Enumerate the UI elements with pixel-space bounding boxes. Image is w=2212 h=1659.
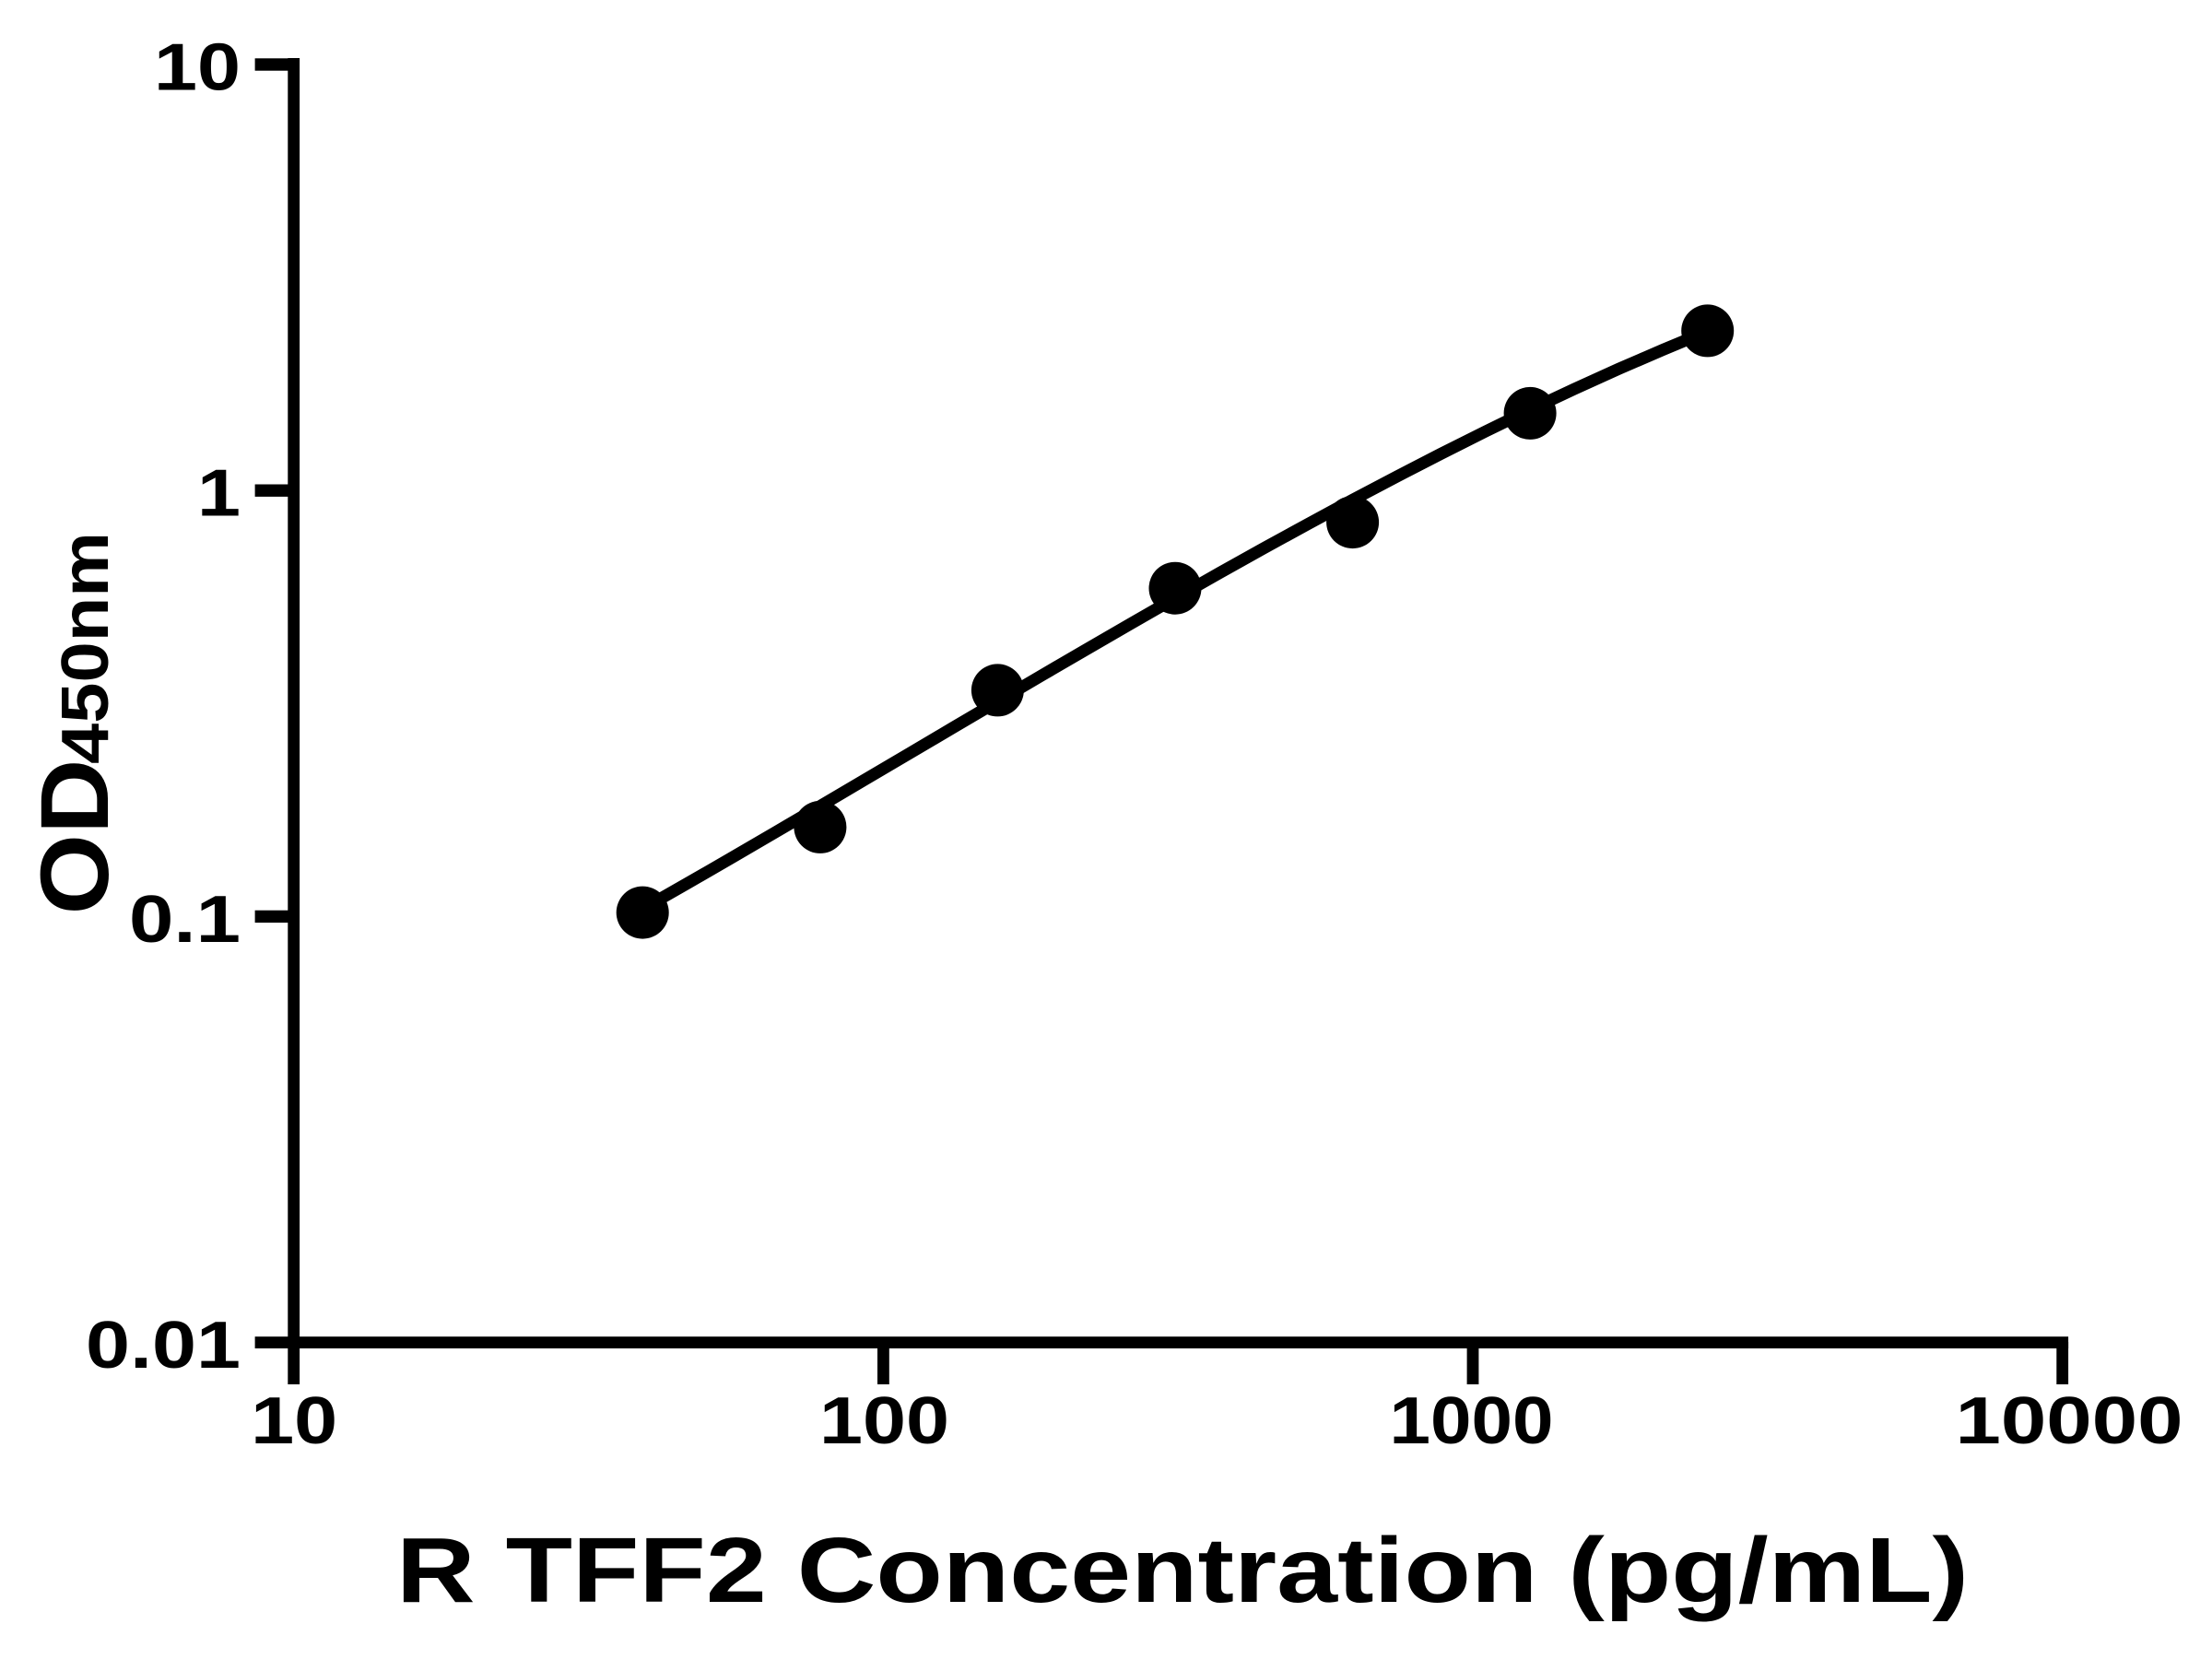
svg-text:10000: 10000 [1956, 1383, 2183, 1458]
svg-text:R TFF2 Concentration (pg/mL): R TFF2 Concentration (pg/mL) [396, 1519, 1969, 1622]
svg-text:0.01: 0.01 [86, 1308, 241, 1382]
svg-text:10: 10 [154, 30, 241, 105]
svg-text:OD: OD [21, 759, 129, 915]
svg-text:450nm: 450nm [49, 532, 123, 764]
svg-text:10: 10 [251, 1383, 337, 1458]
svg-text:1000: 1000 [1390, 1383, 1554, 1458]
svg-text:100: 100 [819, 1383, 949, 1458]
svg-text:1: 1 [197, 456, 241, 531]
svg-text:0.1: 0.1 [129, 882, 241, 957]
